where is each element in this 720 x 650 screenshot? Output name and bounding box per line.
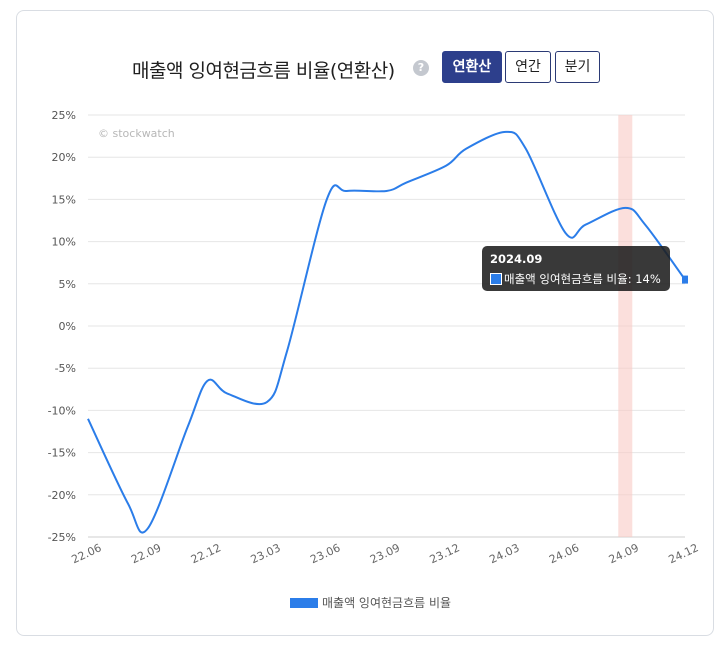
tooltip-value: 매출액 잉여현금흐름 비율: 14% [504, 272, 661, 286]
y-tick-label: -20% [48, 489, 76, 502]
legend-swatch [290, 597, 318, 608]
y-tick-label: 15% [52, 193, 76, 206]
chart-card [16, 10, 714, 636]
tooltip: 2024.09 매출액 잉여현금흐름 비율: 14% [482, 246, 670, 291]
legend-label: 매출액 잉여현금흐름 비율 [322, 596, 452, 610]
y-tick-label: 25% [52, 109, 76, 122]
x-axis: 22.06 22.09 22.12 23.03 23.06 23.09 23.12 24.03… [69, 541, 700, 566]
help-icon[interactable]: ? [413, 60, 429, 76]
y-tick-label: -5% [55, 362, 76, 375]
y-axis: 25% 20% 15% 10% 5% 0% -5% -10% -15% -20% -25% [48, 109, 76, 544]
x-tick-label: 24.12 [666, 541, 700, 566]
y-tick-label: 10% [52, 236, 76, 249]
x-tick-label: 23.09 [368, 541, 402, 566]
tooltip-swatch [490, 273, 502, 285]
series-end-marker [682, 275, 688, 284]
y-tick-label: 0% [59, 320, 76, 333]
y-tick-label: -10% [48, 404, 76, 417]
y-tick-label: -25% [48, 531, 76, 544]
period-button-quarterly[interactable]: 분기 [555, 51, 600, 83]
x-tick-label: 23.06 [308, 541, 342, 566]
chart-header: 매출액 잉여현금흐름 비율(연환산) ? 연환산 연간 분기 [0, 48, 720, 88]
series-layer[interactable] [87, 130, 688, 534]
x-tick-label: 24.09 [607, 541, 641, 566]
x-tick-label: 22.12 [189, 541, 223, 566]
x-tick-label: 24.06 [547, 541, 581, 566]
y-tick-label: 20% [52, 151, 76, 164]
x-tick-label: 22.06 [69, 541, 103, 566]
tooltip-title: 2024.09 [490, 252, 543, 266]
legend[interactable]: 매출액 잉여현금흐름 비율 [290, 592, 452, 610]
chart-title: 매출액 잉여현금흐름 비율(연환산) [132, 60, 395, 82]
x-tick-label: 23.03 [249, 541, 283, 566]
series-line[interactable] [87, 130, 686, 534]
period-button-yearly[interactable]: 연간 [505, 51, 551, 83]
x-tick-label: 22.09 [129, 541, 163, 566]
x-tick-label: 23.12 [428, 541, 462, 566]
highlight-band-layer [618, 115, 633, 537]
y-tick-label: -15% [48, 447, 76, 460]
highlight-band [618, 115, 633, 537]
watermark: © stockwatch [98, 127, 175, 140]
tooltip-row: 매출액 잉여현금흐름 비율: 14% [490, 271, 662, 287]
period-button-annualized[interactable]: 연환산 [442, 51, 502, 83]
grid-lines [88, 114, 685, 538]
x-tick-label: 24.03 [487, 541, 521, 566]
y-tick-label: 5% [59, 278, 76, 291]
